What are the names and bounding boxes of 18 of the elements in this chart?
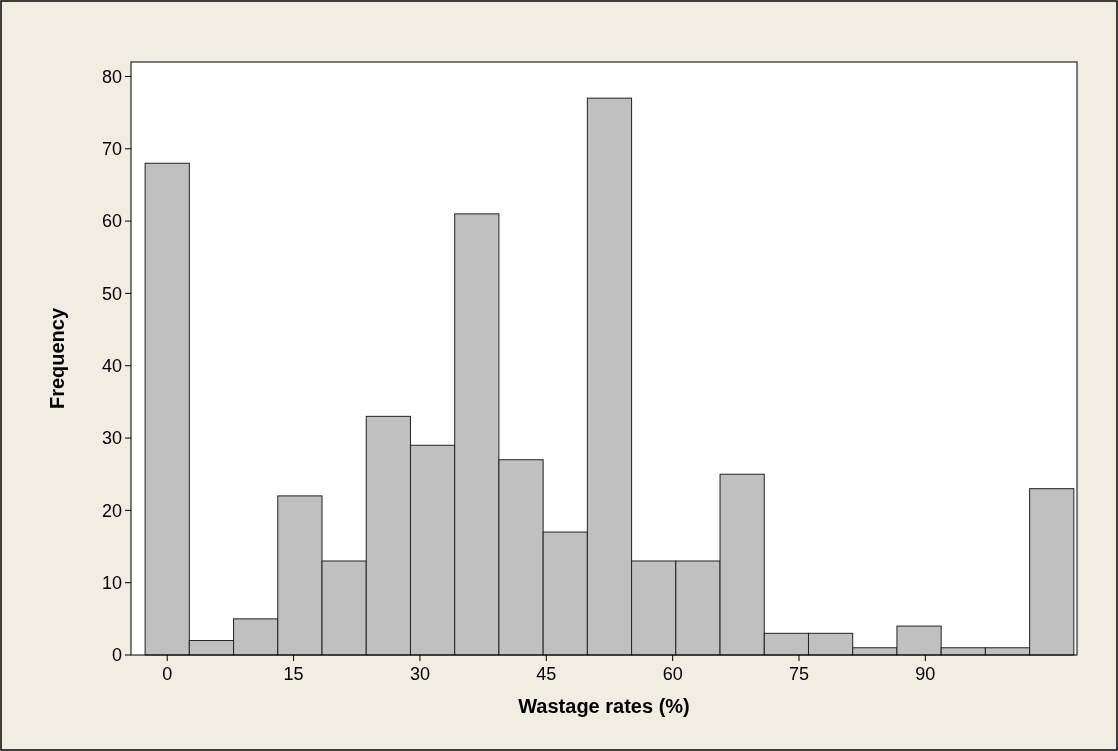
y-tick-label: 40 [101, 356, 122, 377]
x-tick-label: 75 [789, 664, 810, 684]
x-tick-label: 45 [536, 664, 557, 684]
y-tick-label: 50 [101, 283, 122, 304]
x-tick-label: 30 [409, 664, 430, 684]
x-axis-title: Wastage rates (%) [518, 695, 690, 717]
y-axis-title: Frequency [46, 307, 68, 410]
y-tick-label: 30 [101, 428, 122, 449]
x-tick-label: 0 [162, 664, 173, 684]
y-tick-label: 60 [101, 211, 122, 232]
y-tick-label: 70 [101, 139, 122, 160]
y-tick-label: 80 [101, 66, 122, 87]
y-tick-label: 0 [111, 645, 122, 666]
y-tick-label: 10 [101, 572, 122, 593]
x-tick-label: 15 [283, 664, 304, 684]
x-tick-label: 90 [915, 664, 936, 684]
x-tick-label: 60 [662, 664, 683, 684]
y-tick-label: 20 [101, 500, 122, 521]
